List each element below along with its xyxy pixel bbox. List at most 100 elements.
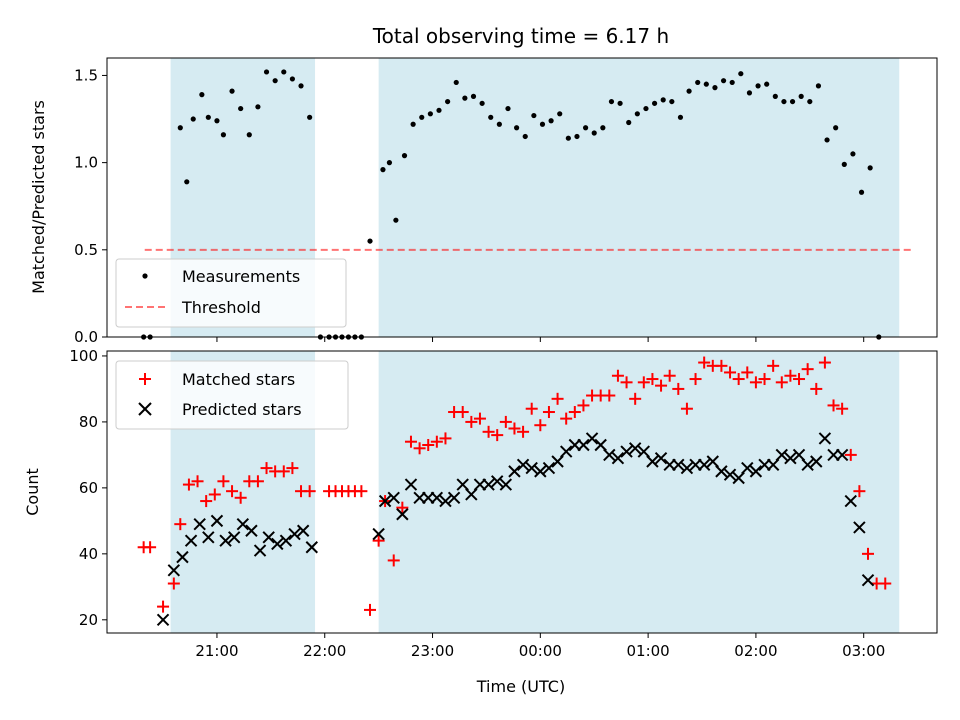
predicted-x-b [559, 445, 573, 458]
predicted-x-b [227, 531, 241, 544]
predicted-x-b [603, 448, 616, 462]
measurement-point [419, 114, 425, 120]
measurement-point [738, 71, 744, 77]
predicted-x-b [176, 550, 189, 564]
predicted-x-b [296, 524, 310, 537]
bottom-legend: Matched stars Predicted stars [115, 360, 349, 430]
matched-star-point [260, 462, 273, 475]
measurement-point [582, 125, 589, 131]
matched-star-point [355, 485, 368, 498]
measurement-point [522, 133, 528, 140]
measurement-point [229, 88, 235, 94]
measurement-point [660, 97, 666, 103]
predicted-star-point [482, 478, 495, 491]
measurement-point [686, 88, 692, 94]
predicted-x-b [732, 471, 745, 485]
predicted-star-point [245, 524, 258, 537]
measurement-point [488, 114, 494, 120]
measurement-point [729, 79, 735, 86]
predicted-star-point [723, 468, 737, 481]
measurement-point [764, 81, 770, 87]
measurement-point [781, 98, 787, 105]
matched-star-point [439, 432, 452, 445]
predicted-star-point [551, 455, 564, 468]
matched-star-point [818, 356, 831, 369]
predicted-x-b [680, 461, 694, 475]
matched-star-point [465, 415, 478, 428]
top-panel: 0.0 0.5 1.0 1.5 Matched/Predicted stars Mea… [29, 57, 938, 346]
predicted-star-point [404, 478, 418, 491]
predicted-x-b [447, 491, 461, 504]
measurement-point [626, 119, 632, 126]
predicted-x-b [288, 527, 301, 541]
predicted-star-point [697, 458, 711, 471]
measurement-point [850, 151, 856, 157]
bottom-y-axis-label: Count [23, 468, 42, 516]
predicted-x-b [465, 488, 478, 501]
matched-star-point [251, 475, 264, 488]
measurement-point [367, 238, 373, 244]
predicted-x-b [628, 442, 642, 455]
x-tick-label: 21:00 [195, 642, 238, 660]
measurement-point [703, 81, 709, 87]
predicted-x-b [766, 458, 780, 471]
matched-star-point [749, 376, 762, 389]
predicted-x-b [594, 438, 607, 452]
predicted-star-point [378, 494, 392, 508]
predicted-star-point [741, 461, 754, 475]
matched-star-point [732, 373, 745, 386]
predicted-star-point [792, 448, 806, 462]
matched-star-point [208, 488, 221, 501]
matched-star-point [174, 518, 187, 531]
predicted-x-b [706, 455, 719, 468]
matched-star-point [568, 406, 581, 419]
predicted-star-point [835, 448, 849, 462]
predicted-x-b [801, 458, 814, 471]
predicted-x-b [844, 494, 857, 508]
matched-star-point [303, 485, 316, 498]
predicted-x-b [585, 432, 599, 445]
x-tick-label: 23:00 [411, 642, 454, 660]
predicted-x-b [210, 514, 224, 528]
predicted-x-b [835, 448, 849, 462]
measurement-point [386, 160, 393, 166]
measurement-point [514, 125, 520, 131]
matched-star-point [698, 356, 711, 369]
predicted-star-point [525, 461, 538, 475]
predicted-star-point [447, 491, 461, 504]
matched-star-point [430, 435, 443, 448]
measurement-point [798, 93, 804, 99]
predicted-star-point [844, 494, 857, 508]
matched-star-point [499, 415, 512, 428]
predicted-star-point [176, 550, 189, 564]
predicted-x-b [672, 458, 685, 471]
measurement-point [462, 95, 468, 101]
chart-title: Total observing time = 6.17 h [372, 24, 669, 48]
predicted-x-b [253, 544, 267, 557]
measurement-point [677, 114, 684, 120]
matched-star-point [226, 485, 239, 498]
matched-star-point [456, 406, 469, 419]
matched-star-point [758, 373, 771, 386]
matched-star-point [364, 603, 377, 616]
predicted-star-point [853, 521, 866, 534]
matched-star-point [672, 382, 685, 395]
predicted-star-point [227, 531, 241, 544]
legend-threshold-label: Threshold [181, 298, 261, 317]
y-tick-label: 60 [79, 479, 98, 497]
x-tick-label: 03:00 [842, 642, 885, 660]
predicted-x-b [499, 478, 513, 491]
predicted-x-b [456, 478, 469, 491]
legend-predicted-marker [138, 402, 152, 416]
predicted-star-point [491, 475, 504, 488]
bottom-legend-box [115, 360, 349, 430]
matched-star-point [715, 359, 728, 372]
predicted-star-point [654, 451, 668, 465]
predicted-star-point [516, 458, 530, 471]
predicted-star-point [439, 494, 452, 508]
top-panel-frame [106, 57, 938, 338]
predicted-star-point [766, 458, 780, 471]
predicted-star-point [271, 537, 284, 551]
predicted-x-b [818, 432, 832, 445]
predicted-star-point [279, 534, 293, 547]
